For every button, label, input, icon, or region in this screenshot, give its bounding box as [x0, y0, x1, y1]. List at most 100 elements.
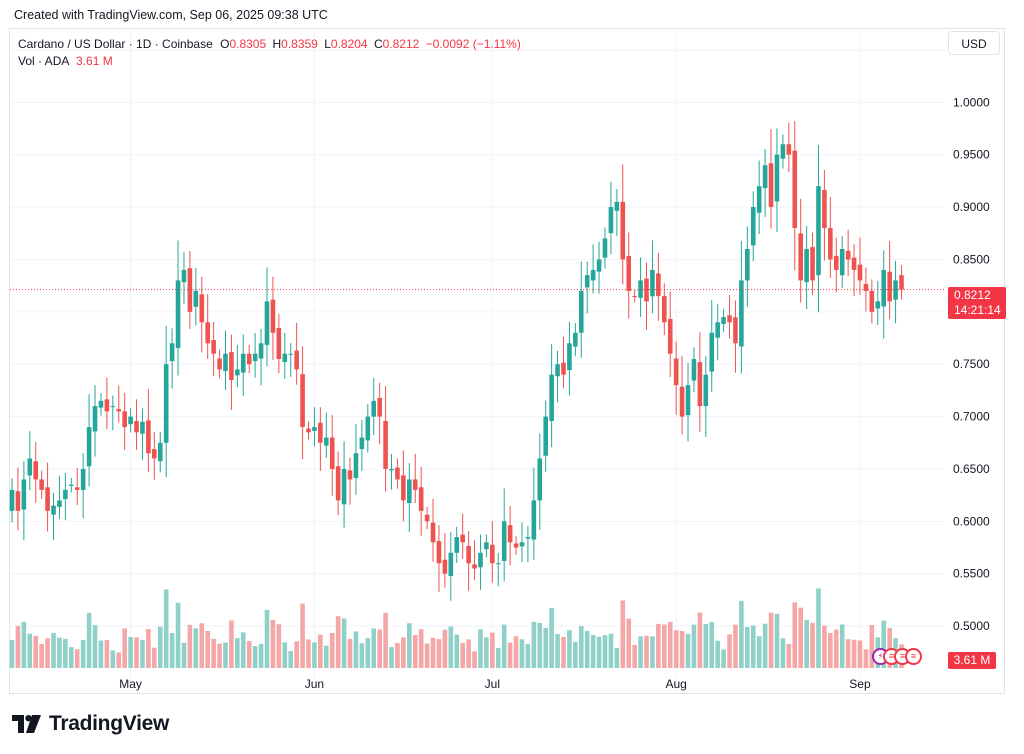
- candle-body: [347, 470, 353, 480]
- close-value: 0.8212: [382, 37, 420, 51]
- volume-bar: [863, 649, 869, 668]
- volume-bar: [596, 636, 602, 668]
- volume-bar: [721, 649, 726, 668]
- volume-bar: [857, 640, 863, 668]
- candle-body: [466, 545, 471, 564]
- volume-bar: [519, 639, 525, 668]
- volume-bar: [697, 612, 703, 668]
- volume-bar: [134, 637, 139, 668]
- volume-bar: [424, 643, 430, 668]
- volume-bar: [152, 647, 157, 668]
- volume-bar: [513, 636, 519, 668]
- volume-bar: [650, 636, 655, 668]
- volume-bar: [39, 644, 44, 668]
- candle-body: [584, 275, 590, 288]
- volume-bar: [74, 649, 80, 668]
- volume-bar: [442, 629, 448, 668]
- volume-bar: [235, 638, 240, 668]
- candle-body: [828, 228, 833, 260]
- y-tick-label: 0.7500: [953, 357, 990, 371]
- currency-button[interactable]: USD: [948, 31, 1000, 55]
- candle-body: [181, 269, 187, 283]
- volume-bar: [839, 624, 845, 668]
- volume-bar: [620, 600, 626, 668]
- volume-bar: [175, 602, 181, 668]
- us-flag-icon[interactable]: ≡: [905, 648, 922, 665]
- candle-body: [792, 150, 798, 229]
- volume-bar: [323, 645, 329, 668]
- candle-body: [92, 406, 98, 432]
- y-tick-label: 0.5500: [953, 567, 990, 581]
- volume-bar: [383, 612, 388, 668]
- volume-bar: [187, 624, 193, 668]
- volume-bar: [828, 633, 833, 668]
- candle-body: [721, 317, 726, 324]
- candle-body: [833, 255, 839, 270]
- candle-body: [602, 238, 608, 258]
- candle-body: [223, 353, 228, 372]
- volume-bar: [638, 636, 643, 668]
- candle-body: [537, 458, 543, 501]
- volume-bar: [644, 635, 649, 668]
- candle-body: [851, 257, 857, 270]
- candle-body: [169, 343, 175, 362]
- volume-bar: [584, 630, 590, 668]
- candle-body: [15, 491, 21, 511]
- candle-body: [780, 144, 786, 159]
- volume-bar: [341, 618, 347, 668]
- candle-body: [252, 353, 258, 362]
- candle-body: [525, 537, 531, 539]
- volume-bar: [561, 636, 566, 668]
- candle-body: [80, 468, 86, 490]
- candle-body: [389, 468, 394, 471]
- candle-body: [258, 343, 264, 359]
- y-tick-label: 0.8500: [953, 252, 990, 266]
- volume-bar: [460, 642, 465, 668]
- candle-body: [756, 186, 762, 213]
- volume-bar: [329, 633, 335, 668]
- volume-bar: [881, 620, 887, 668]
- candle-body: [448, 552, 454, 577]
- candle-body: [857, 264, 863, 281]
- volume-bar: [371, 628, 377, 668]
- volume-bar: [656, 623, 661, 668]
- candle-body: [74, 487, 80, 490]
- candle-body: [300, 374, 305, 428]
- volume-bar: [715, 640, 720, 668]
- volume-bar: [365, 638, 371, 668]
- volume-bar: [306, 639, 311, 668]
- candle-body: [152, 449, 157, 459]
- volume-bar: [845, 639, 851, 668]
- event-markers[interactable]: ⚡ ≡ ≡ ≡: [872, 648, 922, 665]
- candle-body: [276, 327, 282, 359]
- volume-bar: [27, 633, 33, 668]
- candle-body: [246, 353, 252, 365]
- volume-bar: [294, 641, 299, 668]
- y-tick-label: 0.7000: [953, 410, 990, 424]
- volume-bar: [146, 629, 151, 668]
- volume-bar: [412, 635, 418, 668]
- candle-body: [116, 409, 122, 412]
- open-label: O: [220, 37, 230, 51]
- ohlc-row: Cardano / US Dollar · 1D · Coinbase O0.8…: [18, 36, 521, 53]
- volume-bar: [608, 633, 614, 668]
- volume-bar: [258, 643, 264, 668]
- y-tick-label: 0.6500: [953, 462, 990, 476]
- candle-body: [590, 269, 596, 281]
- candle-body: [377, 397, 382, 417]
- candle-body: [134, 420, 139, 433]
- candle-body: [798, 233, 803, 281]
- volume-bar: [549, 608, 554, 668]
- candle-body: [822, 189, 827, 229]
- volume-bar: [264, 609, 270, 668]
- volume-bar: [9, 640, 15, 668]
- volume-bar: [181, 642, 187, 668]
- volume-bar: [525, 643, 531, 668]
- candle-body: [401, 475, 406, 501]
- volume-bar: [567, 630, 572, 668]
- volume-bar: [395, 643, 400, 668]
- volume-bar: [466, 639, 471, 668]
- candle-body: [810, 247, 815, 281]
- candle-body: [715, 322, 720, 338]
